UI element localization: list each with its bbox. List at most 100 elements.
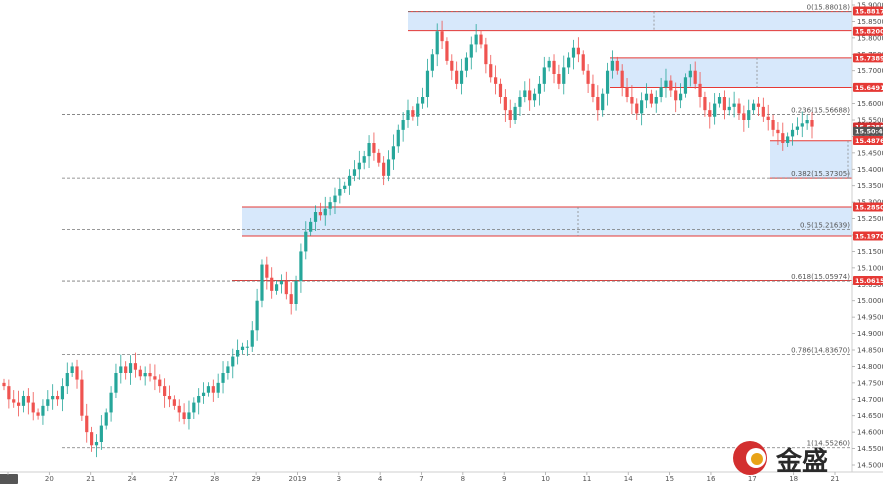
- candle-body: [90, 432, 94, 446]
- candle-body: [411, 110, 415, 117]
- candle-body: [104, 412, 108, 426]
- candle-body: [343, 185, 347, 189]
- candle-body: [630, 97, 634, 104]
- brand-logo: 金盛: [733, 441, 828, 477]
- candle-body: [747, 110, 751, 120]
- fib-layer: 0(15.88018) 0.236(15.56688) 0.382(15.37305…: [62, 4, 852, 449]
- candle-body: [114, 373, 118, 393]
- candle-body: [786, 136, 790, 143]
- candle-body: [425, 70, 430, 97]
- candle-body: [2, 382, 6, 387]
- price-level-tag-text: 15.48765: [855, 137, 883, 145]
- candle-body: [80, 379, 84, 416]
- candle-body: [610, 60, 615, 71]
- price-level-tag: [853, 6, 883, 16]
- fib-level-label: 0.618(15.05974): [791, 273, 850, 281]
- candle-body: [800, 123, 804, 127]
- time-tick-label: 20: [45, 475, 54, 483]
- candle-body: [333, 195, 337, 203]
- zone-box: [610, 57, 852, 88]
- candle-body: [158, 379, 162, 387]
- price-tick-label: 15.55000: [857, 117, 883, 125]
- candle-body: [781, 133, 785, 143]
- candle-body: [795, 126, 799, 130]
- candle-body: [567, 57, 571, 68]
- candle-body: [440, 31, 444, 42]
- candle-body: [571, 47, 576, 58]
- price-tick-label: 15.25000: [857, 215, 883, 223]
- candle-body: [133, 363, 138, 370]
- price-level-tag: [853, 202, 883, 212]
- candle-body: [523, 90, 527, 97]
- fib-level-label: 0.236(15.56688): [791, 106, 850, 114]
- price-level-tag: [853, 26, 883, 36]
- candle-body: [678, 93, 683, 101]
- candle-body: [46, 399, 50, 406]
- candle-body: [542, 67, 546, 84]
- candle-body: [615, 60, 619, 71]
- candle-body: [172, 399, 176, 406]
- candle-body: [605, 70, 610, 94]
- time-tick-label: 8: [461, 475, 465, 483]
- candle-body: [153, 376, 157, 380]
- candle-body: [756, 103, 761, 107]
- time-tick-label: 21: [831, 475, 840, 483]
- price-level-tag-text: 15.28508: [855, 203, 883, 211]
- candle-body: [596, 97, 600, 111]
- time-tick-label: 29: [252, 475, 261, 483]
- fib-level-label: 0.786(14.83670): [791, 346, 850, 354]
- candle-body: [742, 113, 746, 120]
- candle-body: [552, 60, 556, 74]
- time-axis[interactable]: 05:00 20 21 24 27 28 29 2019 3 4 7 8 9 10 11 14 15 16 17 18…: [0, 471, 883, 484]
- candle-body: [367, 143, 371, 157]
- candle-body: [17, 402, 21, 406]
- candle-body: [143, 373, 147, 377]
- candle-body: [124, 366, 128, 373]
- candle-body: [649, 93, 653, 104]
- price-tick-label: 15.35000: [857, 182, 883, 190]
- price-tick-label: 15.90000: [857, 2, 883, 10]
- candle-body: [562, 67, 566, 84]
- price-level-tag-text: 15.73897: [855, 54, 883, 62]
- candle-body: [265, 264, 269, 278]
- candle-body: [421, 97, 425, 104]
- fib-level-label: 0(15.88018): [807, 4, 851, 12]
- price-tick-label: 15.40000: [857, 166, 883, 174]
- candle-body: [776, 129, 780, 134]
- candle-body: [255, 300, 259, 331]
- time-tick-label: 05:00: [0, 475, 18, 483]
- price-tick-label: 14.70000: [857, 396, 883, 404]
- time-cursor-tag: [0, 474, 18, 484]
- candle-body: [60, 386, 65, 400]
- time-tick-label: 3: [337, 475, 341, 483]
- candle-body: [717, 97, 722, 104]
- candle-body: [294, 281, 298, 304]
- candle-body: [299, 251, 303, 281]
- price-level-tag: [853, 135, 883, 145]
- candle-body: [12, 399, 16, 403]
- candle-body: [192, 402, 196, 413]
- zone-box: [770, 140, 852, 179]
- time-tick-label: 16: [706, 475, 715, 483]
- price-tick-label: 15.00000: [857, 297, 883, 305]
- candle-body: [163, 386, 167, 396]
- candle-body: [771, 120, 775, 130]
- price-tick-label: 14.55000: [857, 445, 883, 453]
- time-tick-label: 27: [169, 475, 178, 483]
- candle-body: [177, 405, 181, 413]
- candle-body: [810, 120, 814, 127]
- candle-body: [65, 373, 69, 387]
- candle-body: [659, 87, 663, 97]
- price-level-tag-text: 15.50:49: [855, 128, 883, 136]
- candle-body: [498, 83, 503, 97]
- candle-body: [197, 396, 201, 403]
- time-tick-label: 11: [582, 475, 591, 483]
- logo-text: 金盛: [775, 446, 828, 477]
- candle-body: [26, 396, 30, 403]
- candle-body: [70, 366, 74, 373]
- price-tick-label: 14.60000: [857, 429, 883, 437]
- zone-box: [408, 11, 852, 31]
- candle-body: [450, 60, 454, 71]
